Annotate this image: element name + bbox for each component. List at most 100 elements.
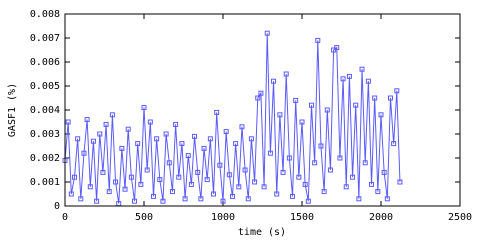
data-point: [135, 141, 141, 147]
data-point: [109, 112, 115, 118]
data-point: [113, 179, 119, 185]
data-point: [78, 196, 84, 202]
data-point: [90, 138, 96, 144]
data-point: [229, 193, 235, 199]
x-tick-label: 2000: [369, 212, 393, 223]
data-point: [122, 186, 128, 192]
data-point: [132, 198, 138, 204]
data-point: [252, 179, 258, 185]
data-point: [359, 66, 365, 72]
data-point: [296, 174, 302, 180]
data-point: [381, 169, 387, 175]
data-point: [163, 131, 169, 137]
data-point: [290, 193, 296, 199]
data-point: [147, 119, 153, 125]
data-point: [261, 184, 267, 190]
data-point: [198, 196, 204, 202]
data-point: [94, 198, 100, 204]
data-point: [356, 196, 362, 202]
data-point: [242, 167, 248, 173]
data-point: [280, 169, 286, 175]
data-point: [245, 196, 251, 202]
data-point: [173, 121, 179, 127]
data-point: [141, 105, 147, 111]
data-point: [372, 95, 378, 101]
data-point: [308, 102, 314, 108]
data-point: [258, 90, 264, 96]
data-point: [337, 155, 343, 161]
data-point: [340, 76, 346, 82]
series-line: [64, 33, 401, 204]
data-point: [185, 153, 191, 159]
y-tick-label: 0.001: [30, 177, 60, 188]
data-point: [365, 78, 371, 84]
data-point: [324, 107, 330, 113]
x-tick-label: 500: [135, 212, 153, 223]
data-point: [271, 78, 277, 84]
data-point: [223, 129, 229, 135]
data-point: [192, 133, 198, 139]
data-point: [248, 136, 254, 142]
data-point: [233, 141, 239, 147]
data-point: [302, 181, 308, 187]
data-point: [84, 117, 90, 123]
data-point: [204, 177, 210, 183]
data-point: [283, 71, 289, 77]
x-tick-label: 0: [62, 212, 68, 223]
y-tick-label: 0.003: [30, 129, 60, 140]
data-point: [207, 136, 213, 142]
data-point: [169, 189, 175, 195]
data-point: [255, 95, 261, 101]
data-point: [318, 143, 324, 149]
y-tick-label: 0.002: [30, 153, 60, 164]
data-point: [397, 179, 403, 185]
data-point: [346, 73, 352, 79]
data-point: [71, 174, 77, 180]
data-point: [217, 162, 223, 168]
data-point: [150, 193, 156, 199]
y-tick-label: 0.006: [30, 57, 60, 68]
plot-frame: [64, 13, 461, 207]
data-point: [239, 124, 245, 130]
y-tick-label: 0.004: [30, 105, 60, 116]
data-point: [157, 177, 163, 183]
data-point: [334, 45, 340, 51]
data-point: [236, 184, 242, 190]
data-point: [154, 136, 160, 142]
x-tick-label: 1000: [211, 212, 235, 223]
x-tick-label: 2500: [448, 212, 472, 223]
data-point: [160, 198, 166, 204]
data-point: [103, 121, 109, 127]
data-point: [353, 102, 359, 108]
data-point: [166, 160, 172, 166]
y-tick-label: 0: [54, 201, 60, 212]
data-point: [214, 109, 220, 115]
data-point: [286, 155, 292, 161]
data-point: [100, 169, 106, 175]
data-point: [138, 181, 144, 187]
data-point: [264, 30, 270, 36]
data-point: [106, 189, 112, 195]
data-point: [369, 181, 375, 187]
data-point: [211, 191, 217, 197]
y-tick-label: 0.008: [30, 9, 60, 20]
data-point: [81, 150, 87, 156]
data-point: [87, 184, 93, 190]
y-tick-label: 0.007: [30, 33, 60, 44]
data-point: [327, 167, 333, 173]
data-point: [65, 119, 71, 125]
data-point: [176, 174, 182, 180]
data-point: [315, 37, 321, 43]
data-point: [384, 196, 390, 202]
data-point: [75, 136, 81, 142]
data-point: [220, 198, 226, 204]
data-point: [375, 189, 381, 195]
data-point: [350, 174, 356, 180]
data-point: [119, 145, 125, 151]
data-point: [68, 191, 74, 197]
data-point: [267, 150, 273, 156]
data-point: [321, 189, 327, 195]
data-point: [201, 145, 207, 151]
data-point: [391, 141, 397, 147]
